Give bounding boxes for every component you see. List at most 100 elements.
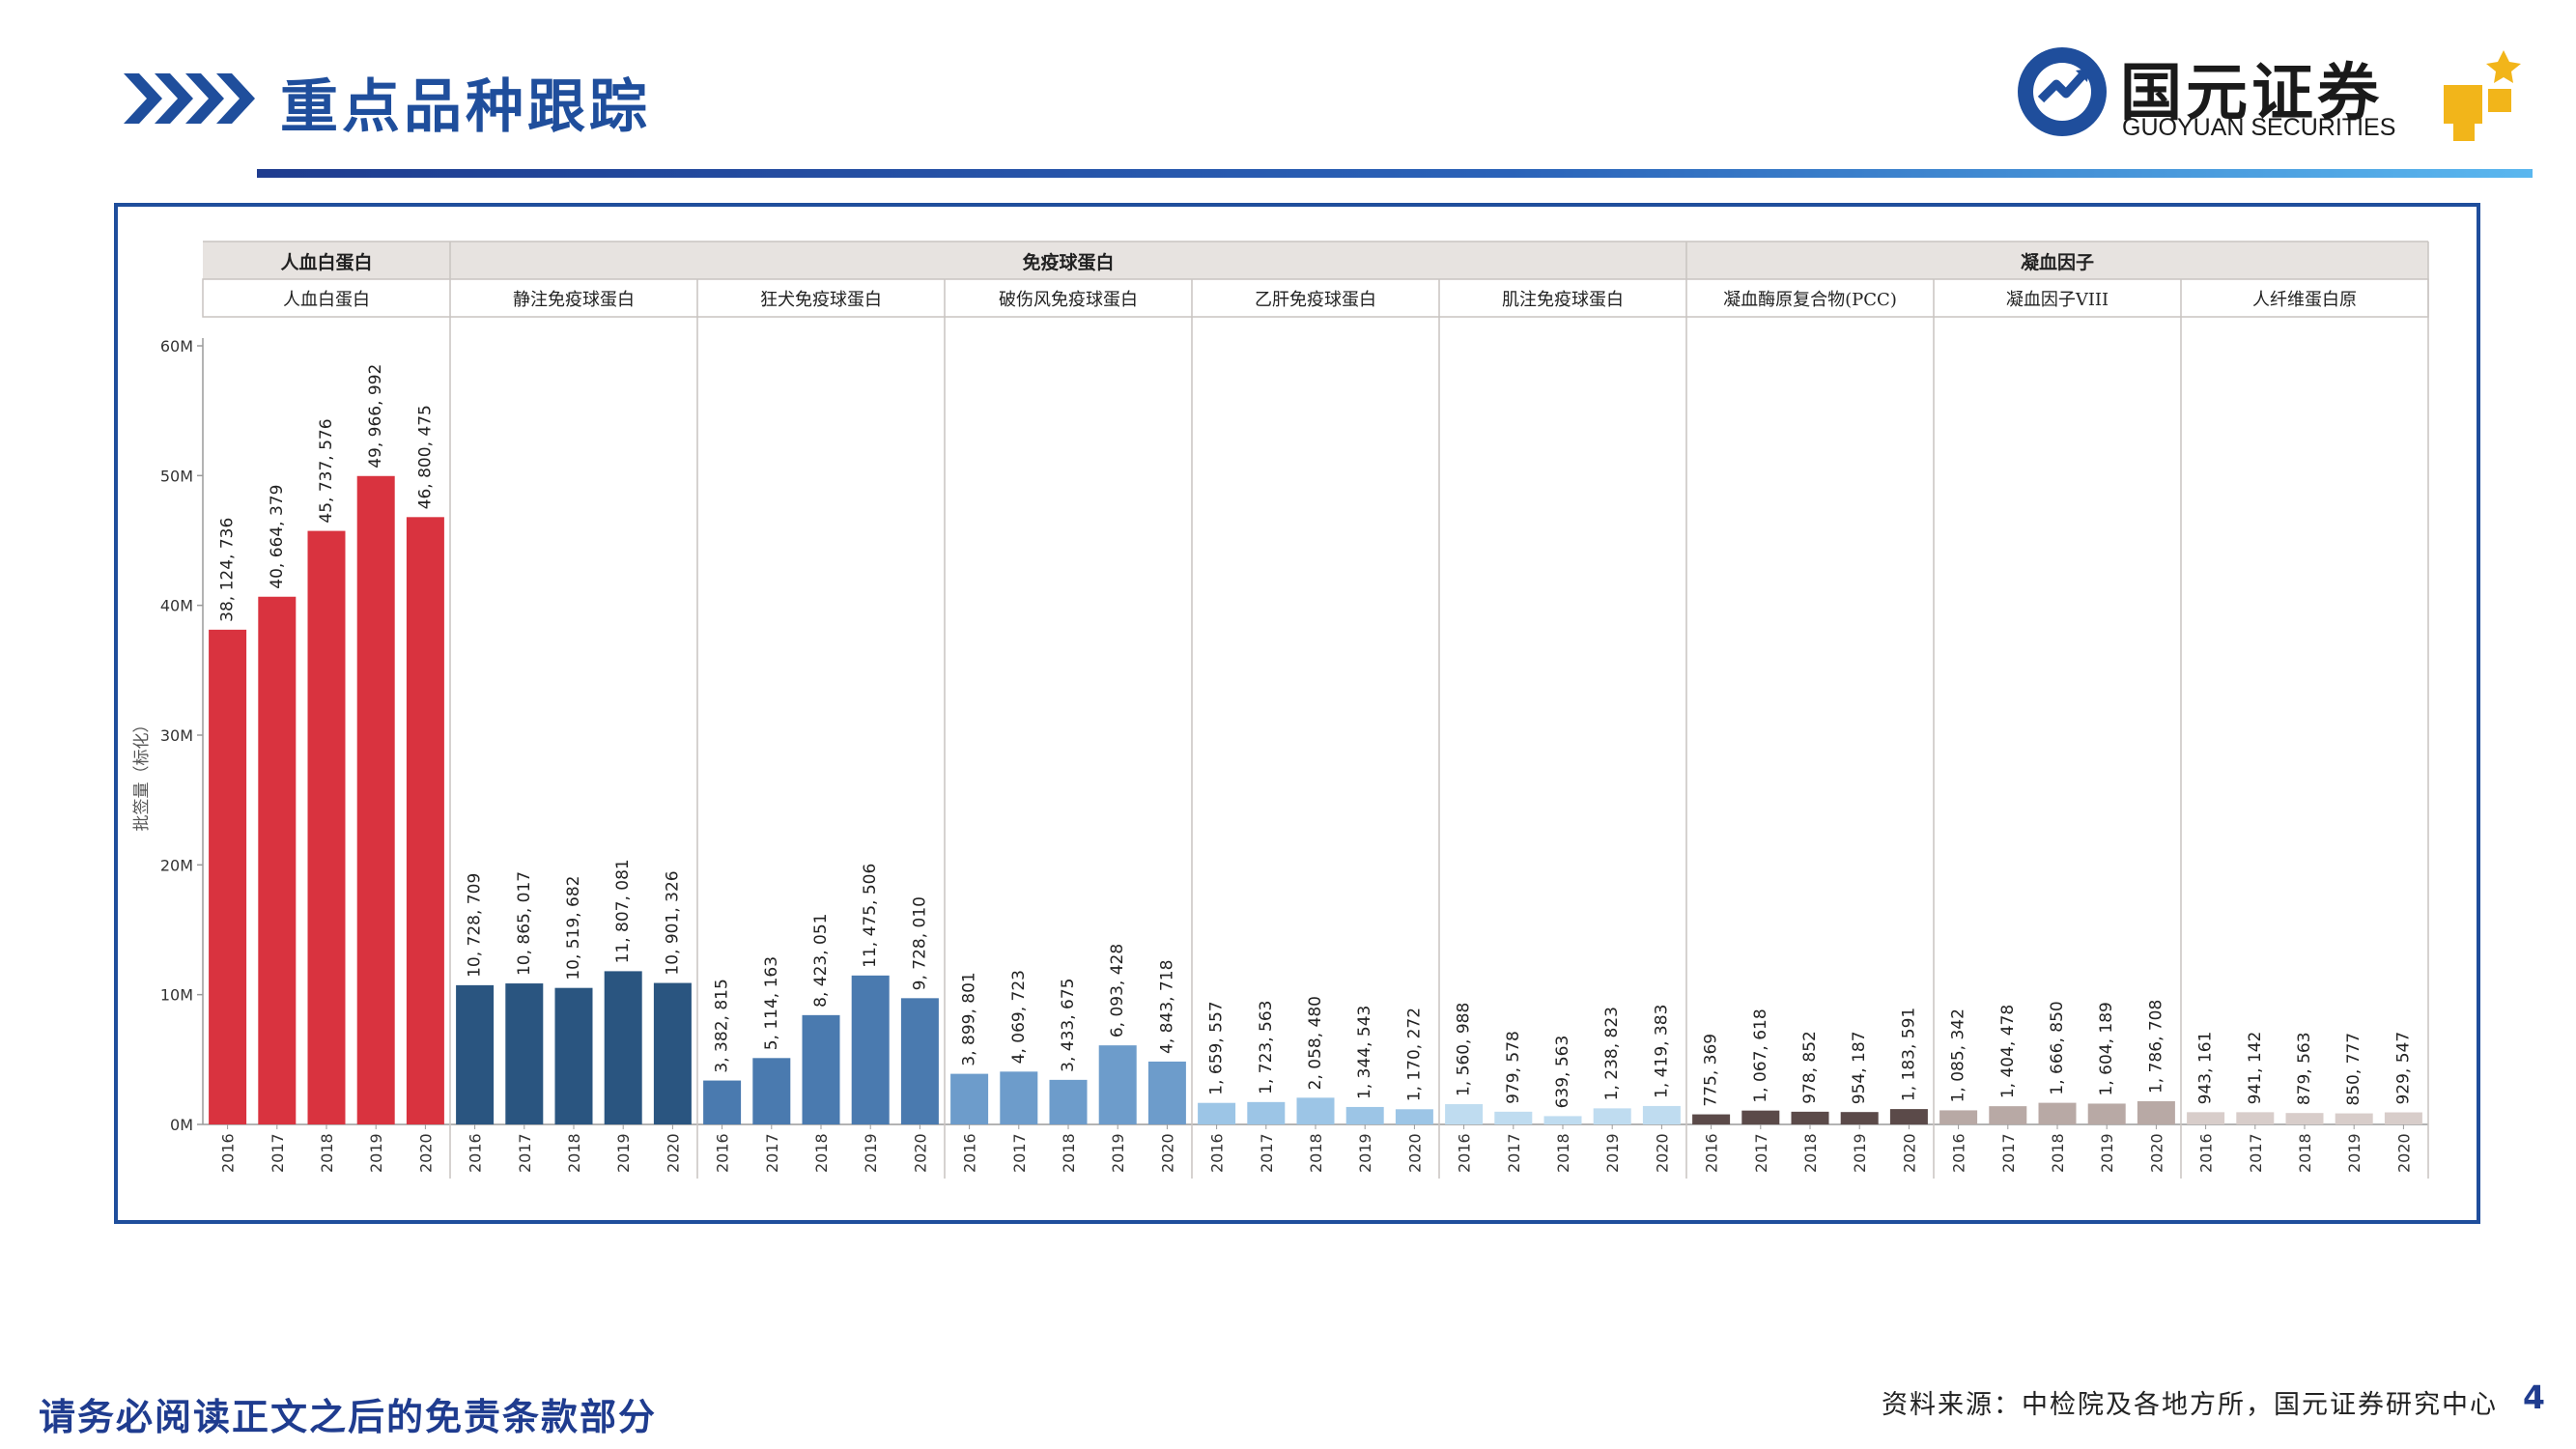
data-label-8-4: 929, 547 (2393, 1032, 2413, 1105)
group-header-2: 凝血因子 (2021, 251, 2094, 273)
logo-english-name: GUOYUAN SECURITIES (2122, 114, 2396, 141)
y-axis-label: 批签量（标化） (132, 717, 152, 832)
data-label-1-0: 10, 728, 709 (466, 873, 485, 978)
bar-3-2 (1049, 1079, 1088, 1124)
bar-3-3 (1098, 1045, 1137, 1124)
x-tick-label-6-2: 2018 (1801, 1133, 1820, 1173)
bar-8-4 (2384, 1112, 2422, 1124)
panel-header-7: 凝血因子VIII (2006, 290, 2109, 310)
bar-1-1 (505, 983, 544, 1124)
data-label-3-2: 3, 433, 675 (1059, 979, 1078, 1072)
guoyuan-logo-icon (2018, 47, 2107, 136)
data-label-7-3: 1, 604, 189 (2097, 1002, 2116, 1095)
x-tick-label-2-4: 2020 (911, 1133, 929, 1173)
x-tick-label-0-3: 2019 (367, 1133, 385, 1173)
page-title: 重点品种跟踪 (280, 73, 651, 141)
data-label-7-2: 1, 666, 850 (2048, 1001, 2067, 1094)
x-tick-label-2-3: 2019 (862, 1133, 880, 1173)
footer-source: 资料来源：中检院及各地方所，国元证券研究中心 (1882, 1390, 2498, 1420)
x-tick-label-3-3: 2019 (1109, 1133, 1127, 1173)
data-label-3-4: 4, 843, 718 (1157, 960, 1176, 1054)
x-tick-label-5-4: 2020 (1653, 1133, 1671, 1173)
x-tick-label-8-3: 2019 (2345, 1133, 2364, 1173)
data-label-8-3: 850, 777 (2344, 1033, 2364, 1106)
bar-3-0 (950, 1073, 989, 1124)
bar-8-2 (2285, 1113, 2324, 1124)
bar-2-0 (703, 1080, 742, 1124)
bar-4-1 (1247, 1101, 1286, 1124)
panel-header-3: 破伤风免疫球蛋白 (999, 290, 1138, 310)
x-tick-label-7-1: 2017 (1999, 1133, 2018, 1173)
bar-1-4 (653, 982, 692, 1124)
data-label-5-2: 639, 563 (1553, 1036, 1572, 1109)
panel-header-6: 凝血酶原复合物(PCC) (1723, 290, 1897, 310)
x-tick-label-0-1: 2017 (269, 1133, 287, 1173)
bar-6-1 (1741, 1110, 1780, 1124)
data-label-5-0: 1, 560, 988 (1455, 1003, 1474, 1096)
panel-header-2: 狂犬免疫球蛋白 (760, 290, 882, 310)
bar-1-0 (456, 984, 495, 1124)
y-tick-label-2: 20M (160, 856, 193, 874)
x-tick-label-5-1: 2017 (1505, 1133, 1523, 1173)
data-label-0-2: 45, 737, 576 (317, 418, 336, 523)
x-tick-label-5-3: 2019 (1603, 1133, 1622, 1173)
footer-disclaimer: 请务必阅读正文之后的免责条款部分 (39, 1395, 658, 1438)
x-tick-label-6-1: 2017 (1752, 1133, 1770, 1173)
panel-header-1: 静注免疫球蛋白 (513, 290, 635, 310)
data-label-5-4: 1, 419, 383 (1652, 1005, 1671, 1098)
panel-header-5: 肌注免疫球蛋白 (1502, 290, 1624, 310)
y-tick-label-5: 50M (160, 467, 193, 485)
data-label-2-3: 11, 475, 506 (861, 864, 880, 968)
data-label-1-4: 10, 901, 326 (663, 870, 682, 975)
bar-3-1 (1000, 1071, 1038, 1124)
data-label-0-3: 49, 966, 992 (366, 364, 385, 469)
data-label-8-1: 941, 142 (2246, 1032, 2265, 1105)
data-label-3-1: 4, 069, 723 (1009, 970, 1029, 1064)
bar-8-1 (2236, 1112, 2275, 1124)
x-tick-label-8-1: 2017 (2247, 1133, 2265, 1173)
data-label-1-2: 10, 519, 682 (564, 876, 583, 980)
data-label-7-1: 1, 404, 478 (1998, 1005, 2018, 1098)
bar-6-3 (1840, 1112, 1879, 1124)
x-tick-label-6-3: 2019 (1851, 1133, 1869, 1173)
bar-0-1 (258, 596, 297, 1124)
data-label-6-0: 775, 369 (1702, 1034, 1721, 1107)
x-tick-label-3-1: 2017 (1010, 1133, 1029, 1173)
data-label-6-4: 1, 183, 591 (1899, 1008, 1918, 1101)
x-tick-label-4-1: 2017 (1258, 1133, 1276, 1173)
bar-5-2 (1543, 1116, 1582, 1124)
x-tick-label-7-3: 2019 (2098, 1133, 2116, 1173)
bar-3-4 (1147, 1061, 1186, 1124)
title-chevrons-icon (124, 73, 255, 124)
bar-4-3 (1345, 1106, 1384, 1124)
data-label-2-4: 9, 728, 010 (910, 896, 929, 990)
bar-5-4 (1642, 1105, 1681, 1124)
bar-4-4 (1395, 1109, 1433, 1124)
y-tick-label-3: 30M (160, 726, 193, 745)
bar-5-1 (1494, 1111, 1533, 1124)
x-tick-label-8-2: 2018 (2296, 1133, 2314, 1173)
data-label-4-1: 1, 723, 563 (1257, 1001, 1276, 1094)
data-label-4-2: 2, 058, 480 (1306, 996, 1325, 1090)
bar-7-4 (2137, 1100, 2175, 1124)
x-tick-label-1-2: 2018 (565, 1133, 583, 1173)
bar-5-3 (1593, 1108, 1631, 1124)
bar-0-4 (406, 517, 444, 1124)
group-header-1: 免疫球蛋白 (1022, 251, 1114, 273)
x-tick-label-6-4: 2020 (1900, 1133, 1918, 1173)
bar-4-0 (1198, 1102, 1236, 1124)
data-label-6-1: 1, 067, 618 (1751, 1009, 1770, 1102)
bar-2-1 (752, 1058, 791, 1124)
x-tick-label-7-2: 2018 (2049, 1133, 2067, 1173)
bar-4-2 (1296, 1097, 1335, 1124)
data-label-6-3: 954, 187 (1850, 1031, 1869, 1104)
x-tick-label-1-4: 2020 (664, 1133, 682, 1173)
bar-7-0 (1939, 1110, 1978, 1124)
bar-7-1 (1989, 1106, 2027, 1124)
page-number: 4 (2523, 1378, 2545, 1416)
panel-header-0: 人血白蛋白 (283, 290, 370, 310)
data-label-2-2: 8, 423, 051 (811, 914, 831, 1008)
x-tick-label-3-4: 2020 (1158, 1133, 1176, 1173)
data-label-3-0: 3, 899, 801 (960, 972, 979, 1065)
bar-0-3 (356, 475, 395, 1124)
